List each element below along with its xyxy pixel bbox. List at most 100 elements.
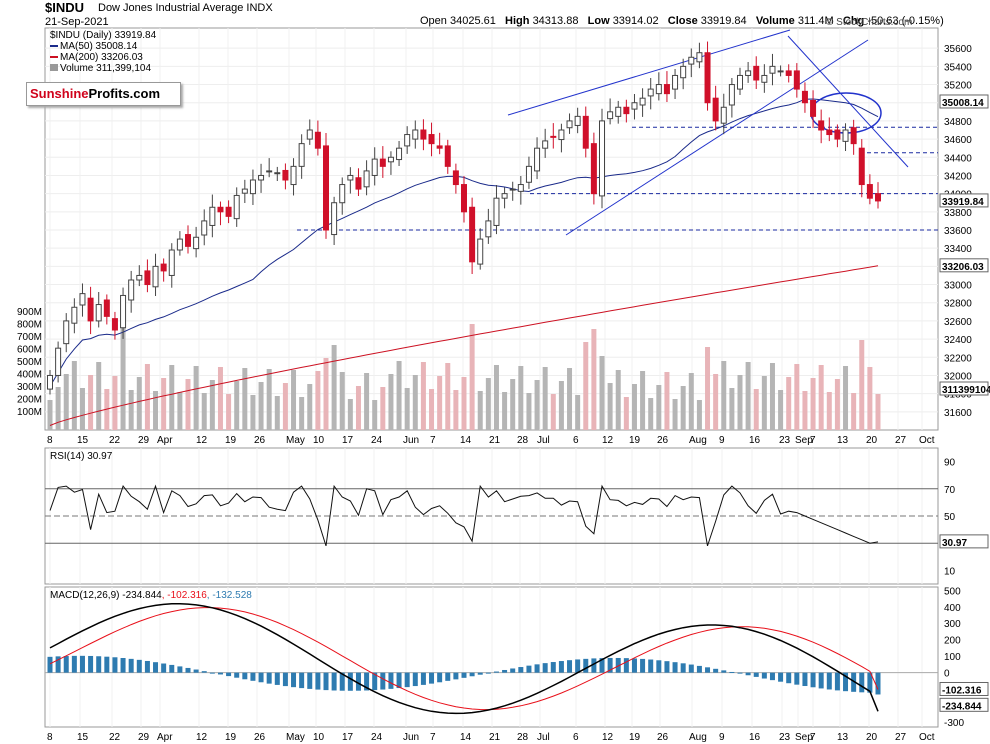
time-tick-label: 22 [109, 435, 121, 446]
time-tick-label: 7 [810, 435, 816, 446]
macd-histogram-bar [631, 658, 637, 673]
open-value: 34025.61 [449, 15, 496, 27]
candle-body [331, 202, 338, 236]
macd-signal-line [49, 607, 879, 711]
volume-bar [818, 365, 824, 430]
macd-histogram-bar [445, 672, 451, 681]
candle-body [607, 111, 614, 120]
volume-bar [339, 372, 345, 430]
macd-histogram-bar [713, 668, 719, 673]
macd-value-tag: -234.844 [942, 701, 982, 712]
time-tick-label: 23 [779, 435, 791, 446]
volume-bar [96, 362, 102, 430]
volume-tick-label: 900M [17, 307, 42, 318]
candle-body [339, 184, 346, 204]
ma50-tag-box [939, 94, 989, 109]
candle-body [168, 249, 175, 276]
macd-histogram-bar [193, 669, 199, 673]
volume-bar [875, 394, 881, 430]
macd-histogram-bar [404, 672, 410, 688]
volume-bar [623, 397, 629, 430]
price-tick-label: 33400 [944, 244, 972, 255]
volume-bar [631, 384, 637, 430]
candle-body [436, 145, 443, 149]
candle-body [801, 90, 808, 104]
candle-body [590, 143, 597, 195]
rsi-line [49, 484, 879, 547]
time-tick-label-bottom: 12 [602, 732, 614, 743]
candle-body [136, 274, 143, 281]
ma200-line [49, 265, 879, 426]
legend-main: $INDU (Daily) 33919.84 [50, 30, 157, 41]
time-tick-label: Sep [795, 435, 813, 446]
time-tick-label: 26 [254, 435, 266, 446]
volume-bar [161, 378, 167, 430]
time-tick-label: 19 [225, 435, 237, 446]
volume-label: Volume [755, 15, 795, 27]
last-price-tag: 33919.84 [942, 197, 984, 208]
candle-body [509, 188, 516, 191]
change-label: Chg [842, 15, 865, 27]
macd-histogram-bar [729, 671, 735, 673]
volume-bar [331, 345, 337, 430]
macd-histogram-bar [526, 665, 532, 673]
candle-body [875, 193, 881, 202]
candle-body [623, 106, 630, 115]
time-tick-label-bottom: 29 [138, 732, 150, 743]
candle-body [87, 297, 94, 322]
candle-body [696, 52, 703, 63]
candle-body [428, 134, 435, 145]
candle-body [728, 84, 735, 106]
volume-bar [388, 374, 394, 430]
candle-body [745, 70, 752, 76]
candle-body [120, 294, 127, 329]
time-tick-label-bottom: 7 [430, 732, 436, 743]
volume-bar [705, 347, 711, 430]
volume-bar [713, 374, 719, 430]
macd-histogram-bar [63, 656, 69, 673]
price-tick-label: 32600 [944, 317, 972, 328]
time-tick-label-bottom: 21 [489, 732, 501, 743]
macd-histogram-bar [347, 672, 353, 691]
volume-bar [591, 329, 597, 430]
volume-bar [510, 379, 516, 430]
candle-body [574, 115, 581, 126]
candle-body [258, 174, 265, 181]
volume-bar [258, 382, 264, 430]
volume-bar [599, 356, 605, 430]
macd-histogram-bar [875, 672, 881, 695]
high-label: High [505, 15, 530, 27]
macd-histogram-bar [688, 664, 694, 673]
volume-bar [769, 363, 775, 430]
volume-bar [786, 377, 792, 430]
macd-histogram-bar [696, 665, 702, 673]
legend-ma200: MA(200) 33206.03 [60, 52, 143, 63]
macd-histogram-bar [217, 672, 223, 675]
volume-tick-label: 700M [17, 332, 42, 343]
time-tick-label: 7 [430, 435, 436, 446]
volume-bar [672, 399, 678, 430]
time-tick-label: 21 [489, 435, 501, 446]
macd-histogram-bar [591, 658, 597, 673]
time-tick-label: 12 [196, 435, 208, 446]
volume-bar [412, 375, 418, 430]
candle-body [47, 374, 53, 390]
candle-body [550, 135, 557, 138]
volume-bar [445, 363, 451, 430]
candle-body [176, 238, 183, 251]
candle-body [582, 115, 589, 149]
volume-bar [299, 397, 305, 430]
macd-histogram-bar [477, 672, 483, 675]
macd-histogram-bar [485, 672, 491, 674]
volume-bar [177, 392, 183, 430]
price-tick-label: 32400 [944, 335, 972, 346]
macd-histogram-bar [209, 672, 215, 674]
candle-body [225, 206, 232, 217]
candle-body [412, 129, 419, 140]
candle-body [469, 206, 476, 263]
volume-bar [461, 377, 467, 430]
macd-value-tag-box [939, 697, 989, 712]
candle-body [55, 347, 62, 376]
time-tick-label: 15 [77, 435, 89, 446]
candle-body [420, 129, 427, 140]
